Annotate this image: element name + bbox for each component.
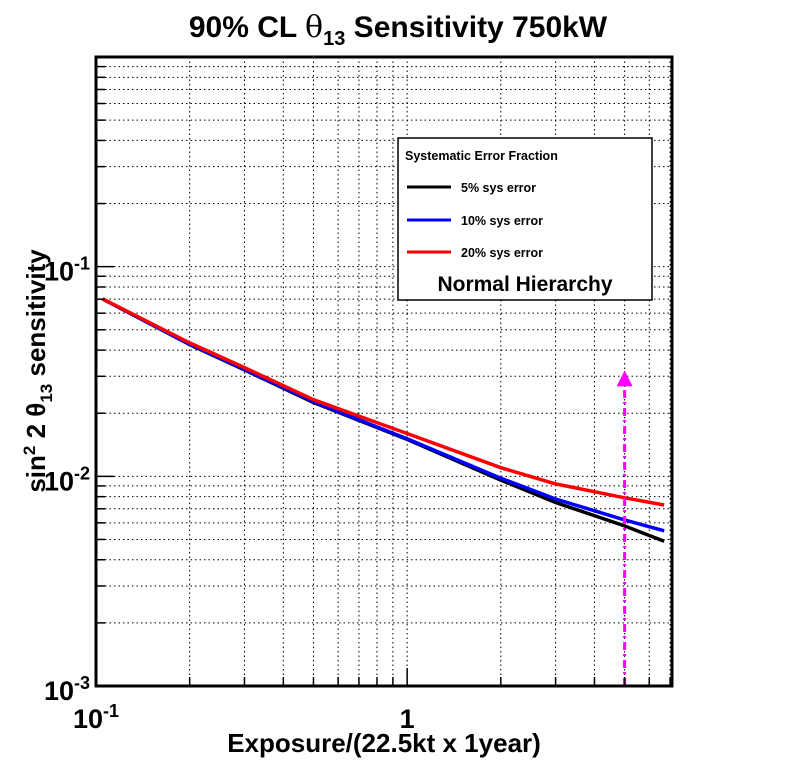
legend: Systematic Error Fraction 5% sys error 10… bbox=[397, 137, 653, 301]
x-tick-label-base: 10 bbox=[73, 704, 103, 734]
y-tick-label-base: 10 bbox=[44, 676, 74, 706]
title-subscript: 13 bbox=[323, 28, 345, 50]
y-axis-label: sin2 2 θ13 sensitivity bbox=[20, 249, 56, 493]
ylabel-mid: 2 θ bbox=[21, 403, 51, 446]
series-line-1 bbox=[101, 297, 665, 533]
y-tick-label-exp: -1 bbox=[74, 254, 90, 274]
title-prefix: 90% CL bbox=[189, 11, 305, 44]
y-tick-label-base: 10 bbox=[44, 257, 74, 287]
ylabel-sup: 2 bbox=[20, 446, 39, 455]
x-axis-label: Exposure/(22.5kt x 1year) bbox=[227, 728, 541, 758]
series-line-2 bbox=[101, 297, 665, 507]
annotation-arrow-head bbox=[616, 370, 633, 387]
annotations bbox=[616, 370, 633, 686]
x-tick-label: 1 bbox=[400, 704, 415, 734]
x-tick-label-base: 1 bbox=[400, 704, 415, 734]
legend-label-1: 10% sys error bbox=[461, 214, 543, 228]
legend-note: Normal Hierarchy bbox=[437, 273, 612, 296]
title-theta: θ bbox=[305, 10, 323, 45]
ylabel-suffix: sensitivity bbox=[21, 249, 51, 384]
legend-title: Systematic Error Fraction bbox=[405, 149, 558, 163]
legend-label-2: 20% sys error bbox=[461, 246, 543, 260]
legend-entries: 5% sys error 10% sys error 20% sys error bbox=[407, 181, 543, 260]
x-tick-label: 10-1 bbox=[73, 701, 119, 734]
chart-title: 90% CL θ13 Sensitivity 750kW bbox=[189, 10, 608, 50]
title-suffix: Sensitivity 750kW bbox=[345, 11, 607, 44]
y-tick-label-exp: -3 bbox=[74, 673, 90, 693]
y-tick-label-exp: -2 bbox=[74, 463, 90, 483]
y-tick-label: 10-2 bbox=[44, 463, 90, 496]
legend-label-0: 5% sys error bbox=[461, 181, 536, 195]
series-lines bbox=[101, 297, 665, 543]
plot-frame bbox=[94, 55, 674, 688]
axis-ticks bbox=[96, 65, 671, 686]
y-tick-label: 10-1 bbox=[44, 254, 90, 287]
ylabel-sub: 13 bbox=[37, 384, 56, 403]
tick-labels: 10-1 110-310-210-1 bbox=[44, 254, 415, 734]
y-tick-label-base: 10 bbox=[44, 466, 74, 496]
x-tick-label-exp: -1 bbox=[103, 701, 119, 721]
y-tick-label: 10-3 bbox=[44, 673, 90, 706]
ylabel-prefix: sin bbox=[21, 455, 51, 493]
